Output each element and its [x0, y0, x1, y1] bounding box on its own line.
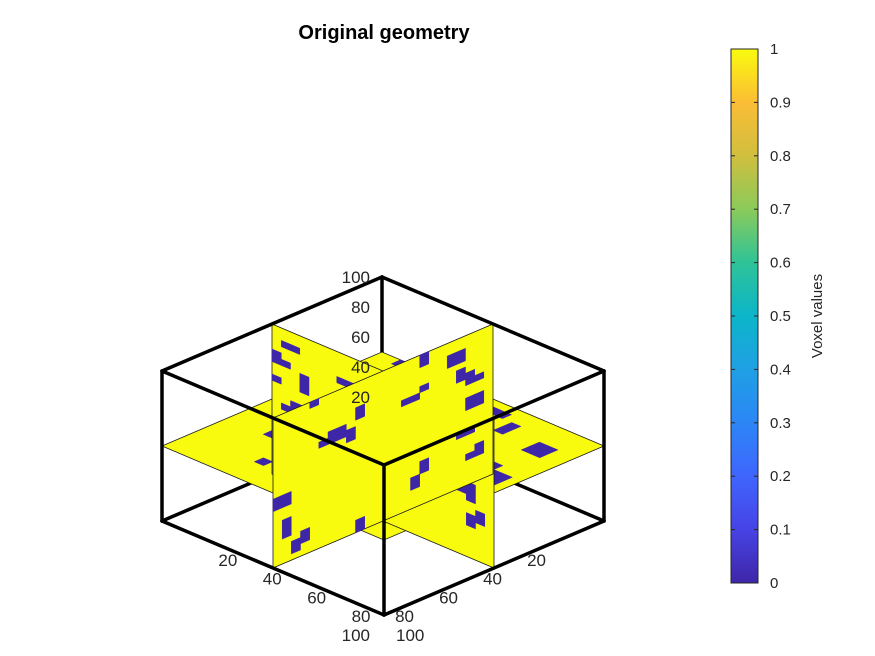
colorbar-tick-label: 0.2 — [770, 468, 791, 485]
slice-y-voxel — [456, 366, 466, 378]
x-tick-label: 80 — [395, 607, 414, 626]
box-edge — [380, 275, 606, 373]
slice-y-voxel — [281, 516, 292, 527]
box-edge — [382, 369, 606, 467]
slice-y-voxel — [474, 440, 485, 451]
box-front-edges — [160, 275, 606, 617]
box-edge — [382, 519, 606, 617]
slice-x-voxel — [290, 343, 301, 355]
x-tick-label: 100 — [342, 626, 370, 645]
colorbar-tick-label: 0 — [770, 575, 778, 592]
y-tick-label: 100 — [396, 626, 424, 645]
z-tick-label: 60 — [351, 328, 370, 347]
slice-x-voxel — [271, 348, 282, 360]
slice-y-voxel — [410, 473, 420, 485]
colorbar-tick-label: 0.3 — [770, 415, 791, 432]
slice-x-voxel — [281, 358, 291, 370]
slice-y-voxel — [419, 382, 430, 394]
x-tick-label: 20 — [527, 551, 546, 570]
colorbar-tick-label: 0.4 — [770, 361, 791, 378]
slice-z-voxel — [529, 449, 550, 459]
slice-y-voxel — [272, 494, 283, 506]
chart-title: Original geometry — [298, 22, 470, 44]
y-tick-label: 20 — [218, 551, 237, 570]
colorbar-tick-label: 0.1 — [770, 522, 791, 539]
slice-z-voxel — [492, 426, 513, 435]
colorbar-tick-label: 1 — [770, 41, 778, 58]
slice-x-voxel — [475, 509, 486, 521]
colorbar-tick-label: 0.9 — [770, 94, 791, 111]
slice-y-voxel — [419, 457, 430, 469]
y-tick-label: 40 — [263, 570, 282, 589]
slice-y — [272, 323, 494, 569]
y-tick-label: 80 — [352, 607, 371, 626]
slice-y-voxel — [355, 515, 365, 527]
slice-y-voxel — [465, 450, 475, 462]
colorbar-tick-label: 0.6 — [770, 255, 791, 272]
x-tick-label: 60 — [439, 588, 458, 607]
slice-y-voxel — [419, 351, 430, 362]
slice-planes — [160, 323, 606, 569]
z-tick-label: 20 — [351, 388, 370, 407]
box-edge — [160, 275, 384, 373]
x-tick-label: 40 — [483, 570, 502, 589]
slice-y-voxel — [446, 351, 457, 363]
slice-y-voxel — [309, 398, 320, 409]
colorbar: 0 0.1 0.2 0.3 0.4 0.5 0.6 0.7 0.8 0.9 1 Voxel valu… — [730, 41, 826, 592]
z-tick-label: 80 — [351, 298, 370, 317]
colorbar-gradient — [730, 48, 759, 584]
colorbar-tick-label: 0.5 — [770, 308, 791, 325]
colorbar-label: Voxel values — [809, 274, 826, 358]
slice-y-voxel — [355, 403, 365, 415]
slice-z-voxel — [253, 457, 274, 466]
box-edge — [160, 519, 386, 617]
box-edge — [160, 369, 386, 467]
slice-y-voxel — [465, 393, 475, 405]
slice-x-voxel — [271, 373, 282, 385]
colorbar-tick-label: 0.7 — [770, 201, 791, 218]
slice-y-voxel — [401, 396, 411, 408]
slice-y-voxel — [300, 526, 310, 538]
slice-y-voxel — [291, 537, 301, 549]
slice-x-voxel — [299, 372, 310, 384]
slice-y-voxel — [327, 427, 338, 439]
y-tick-label: 60 — [307, 588, 326, 607]
z-tick-label: 100 — [342, 268, 370, 287]
z-tick-label: 40 — [351, 358, 370, 377]
colorbar-tick-label: 0.8 — [770, 148, 791, 165]
colorbar-ticks: 0 0.1 0.2 0.3 0.4 0.5 0.6 0.7 0.8 0.9 1 — [731, 41, 791, 592]
